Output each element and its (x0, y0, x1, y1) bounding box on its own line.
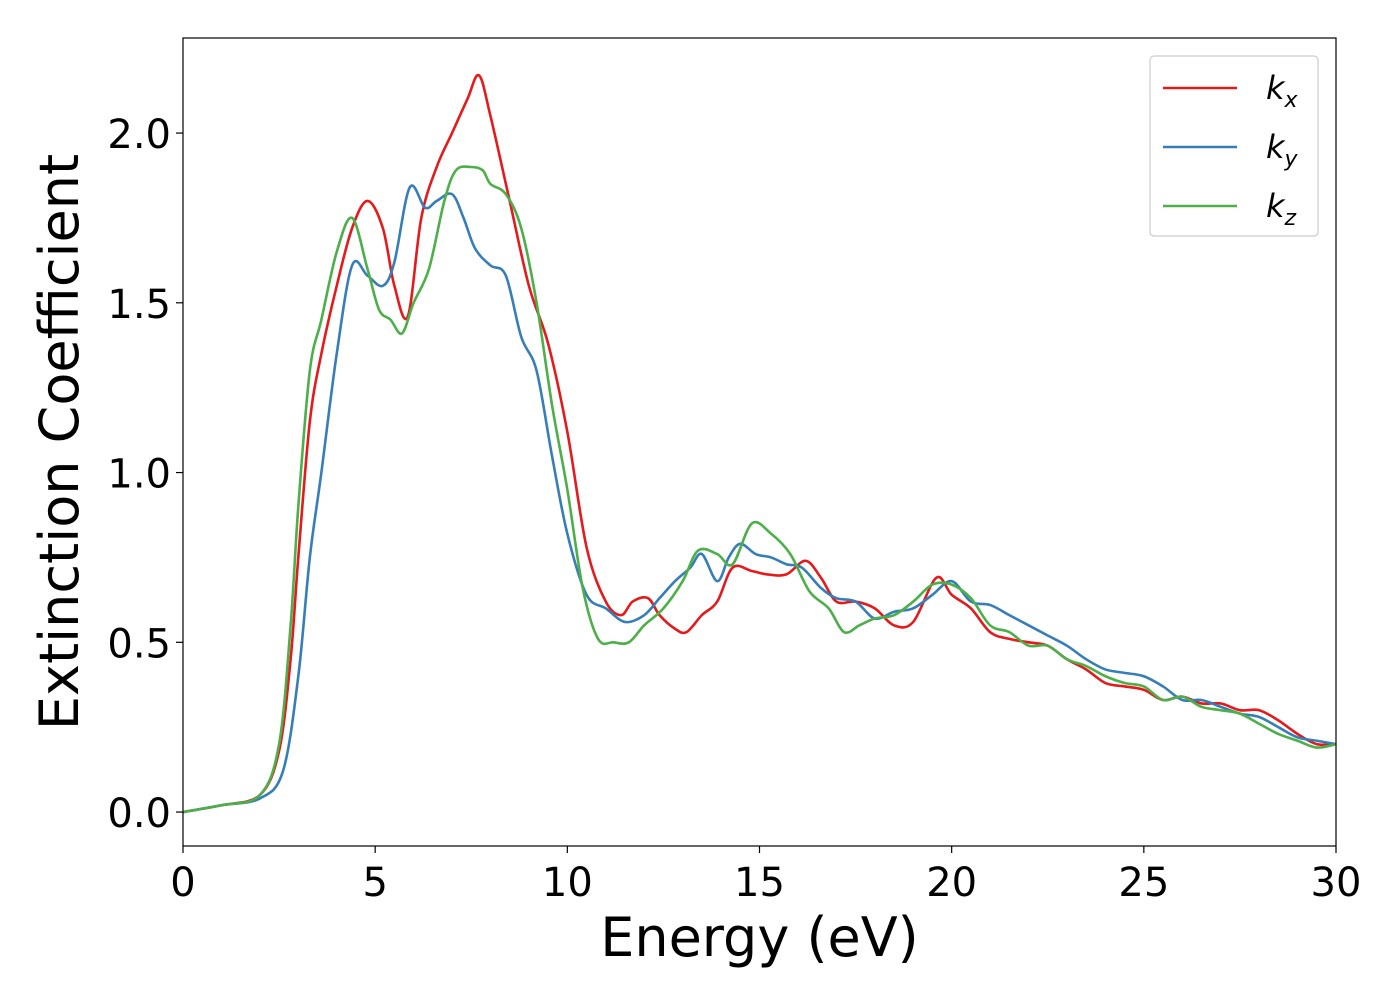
x-tick-label: 0 (170, 860, 195, 906)
x-tick-label: 10 (542, 860, 593, 906)
y-tick-label: 0.0 (107, 791, 171, 837)
x-tick-label: 5 (362, 860, 387, 906)
y-axis-title: Extinction Coefficient (28, 154, 91, 730)
x-tick-label: 25 (1118, 860, 1169, 906)
series-line-z (183, 165, 1336, 814)
series-group (183, 73, 1336, 814)
y-tick-label: 1.5 (107, 282, 171, 328)
x-axis: 0 5 10 15 20 25 30 (170, 846, 1361, 906)
y-tick-label: 0.5 (107, 621, 171, 667)
legend-label-x: kx (1266, 69, 1299, 113)
legend: kx ky kz (1149, 55, 1319, 237)
x-tick-label: 15 (734, 860, 785, 906)
series-line-x (183, 73, 1336, 814)
x-axis-title: Energy (eV) (600, 906, 919, 969)
series-line-y (183, 184, 1336, 814)
y-tick-label: 2.0 (107, 112, 171, 158)
legend-label-z: kz (1266, 187, 1297, 231)
y-axis: 0.0 0.5 1.0 1.5 2.0 (107, 112, 183, 837)
legend-label-y: ky (1266, 128, 1299, 172)
y-tick-label: 1.0 (107, 452, 171, 498)
x-tick-label: 30 (1311, 860, 1362, 906)
x-tick-label: 20 (926, 860, 977, 906)
